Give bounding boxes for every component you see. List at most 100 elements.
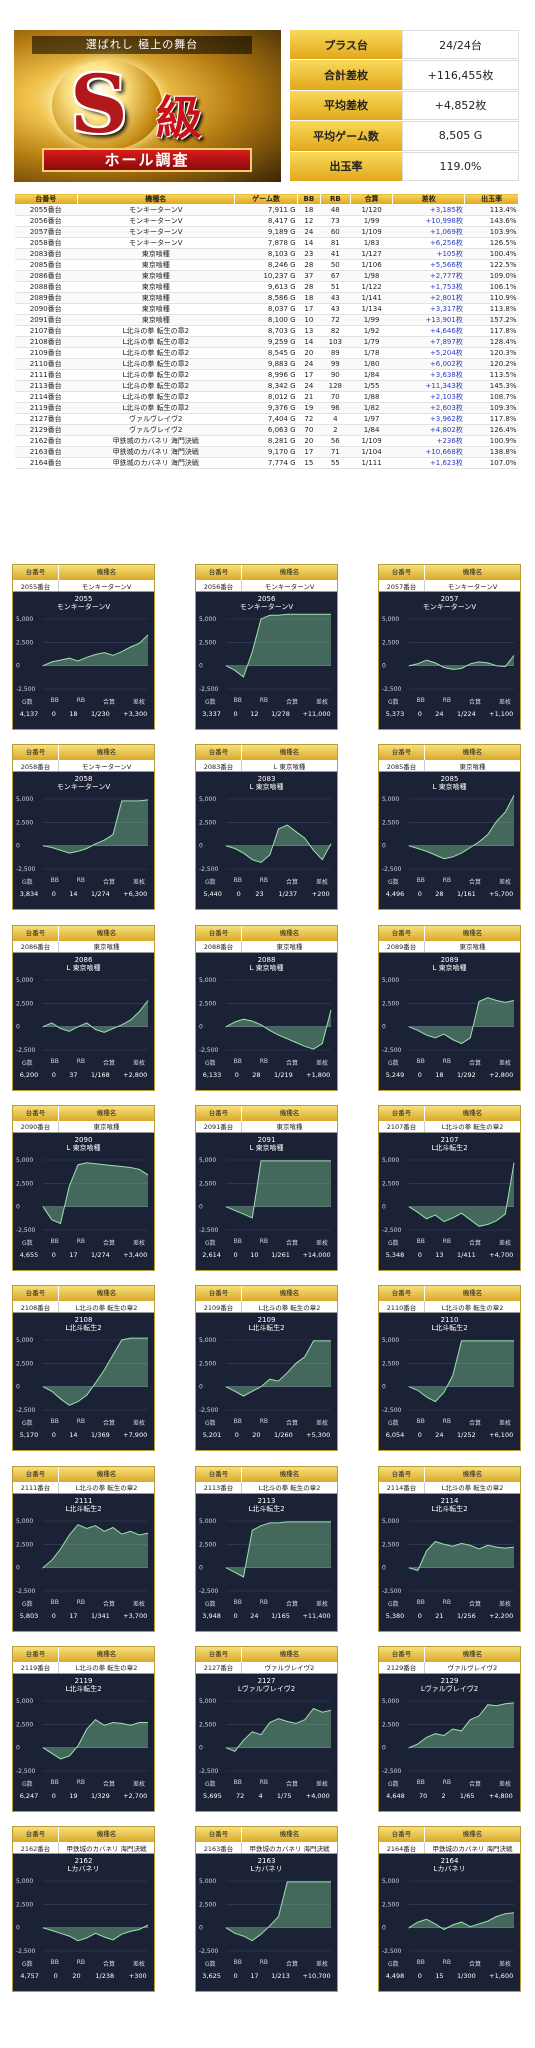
table-row[interactable]: 2088番台 東京喰種 9,613 G 28 51 1/122 +1,753枚 106.1%: [14, 281, 519, 293]
graph-card[interactable]: 台番号 機種名 2107番台 L北斗の拳 転生の章2 2107 L北斗転生2 5,000 2,…: [378, 1104, 521, 1271]
stat-label-total: 合算: [469, 1059, 482, 1067]
slump-line: [42, 634, 149, 667]
graph-card[interactable]: 台番号 機種名 2055番台 モンキーターンV 2055 モンキーターンV 5,000 2,5…: [12, 564, 155, 730]
graph-card[interactable]: 台番号 機種名 2091番台 東京喰種 2091 L 東京喰種 5,000 2,500 0 -2,…: [195, 1104, 338, 1271]
table-row[interactable]: 2055番台 モンキーターンV 7,911 G 18 48 1/120 +3,185枚 113…: [14, 204, 519, 216]
card-header-unit: 台番号: [379, 1286, 425, 1302]
table-row[interactable]: 2119番台 L北斗の拳 転生の章2 9,376 G 19 96 1/82 +2,603枚 1…: [14, 402, 519, 414]
table-row[interactable]: 2089番台 東京喰種 8,586 G 18 43 1/141 +2,801枚 110.9%: [14, 292, 519, 304]
card-values: 2055番台 モンキーターンV: [13, 580, 154, 592]
graph-card[interactable]: 台番号 機種名 2114番台 L北斗の拳 転生の章2 2114 L北斗転生2 5,000 2,…: [378, 1465, 521, 1632]
table-cell: 1/55: [350, 380, 393, 392]
table-row[interactable]: 2127番台 ヴァルヴレイヴ2 7,404 G 72 4 1/97 +3,962枚 117.8…: [14, 413, 519, 425]
table-row[interactable]: 2091番台 東京喰種 8,100 G 10 72 1/99 +13,901枚 157.2%: [14, 314, 519, 326]
table-row[interactable]: 2083番台 東京喰種 8,103 G 23 41 1/127 +105枚 100.4%: [14, 248, 519, 260]
stat-label-total: 合算: [286, 699, 299, 706]
table-row[interactable]: 2056番台 モンキーターンV 8,417 G 12 73 1/99 +10,998枚 143…: [14, 215, 519, 227]
table-cell: 甲鉄城のカバネリ 海門決戦: [77, 435, 235, 447]
graph-card[interactable]: 台番号 機種名 2090番台 東京喰種 2090 L 東京喰種 5,000 2,500 0 -2,…: [12, 1104, 155, 1271]
table-cell: 72: [320, 314, 351, 326]
slump-graph: 5,000 2,500 0 -2,500: [199, 1337, 331, 1414]
y-tick-label: -2,500: [382, 1407, 402, 1414]
table-cell: 117.8%: [464, 325, 519, 337]
table-row[interactable]: 2129番台 ヴァルヴレイヴ2 6,063 G 70 2 1/84 +4,802枚 126.4…: [14, 424, 519, 436]
slump-line: [225, 613, 331, 678]
table-cell: +105枚: [392, 248, 465, 260]
table-cell: 12: [297, 215, 321, 227]
table-row[interactable]: 2110番台 L北斗の拳 転生の章2 9,883 G 24 99 1/80 +6,002枚 1…: [14, 358, 519, 370]
graph-card[interactable]: 台番号 機種名 2057番台 モンキーターンV 2057 モンキーターンV 5,000 2,5…: [378, 564, 521, 730]
stat-value: +4,852枚: [402, 90, 519, 121]
y-tick-label: 2,500: [16, 1361, 33, 1368]
graph-card[interactable]: 台番号 機種名 2089番台 東京喰種 2089 L 東京喰種 5,000 2,500 0 -2,…: [378, 924, 521, 1091]
table-row[interactable]: 2163番台 甲鉄城のカバネリ 海門決戦 9,170 G 17 71 1/104 +10,6…: [14, 446, 519, 458]
stat-label-diff: 差枚: [315, 879, 328, 887]
graph-name: L北斗転生2: [431, 1324, 468, 1333]
table-cell: 2055番台: [14, 204, 78, 216]
table-row[interactable]: 2057番台 モンキーターンV 9,189 G 24 60 1/109 +1,069枚 103…: [14, 226, 519, 238]
table-row[interactable]: 2058番台 モンキーターンV 7,878 G 14 81 1/83 +6,256枚 126.…: [14, 237, 519, 249]
stat-value-bb: 0: [51, 1250, 56, 1259]
card-values: 2083番台 L 東京喰種: [196, 760, 337, 773]
graph-stat-values: 3,625 0 17 1/213 +10,700: [196, 1972, 337, 1980]
graph-card[interactable]: 台番号 機種名 2110番台 L北斗の拳 転生の章2 2110 L北斗転生2 5,000 2,…: [378, 1285, 521, 1452]
table-row[interactable]: 2114番台 L北斗の拳 転生の章2 8,012 G 21 70 1/88 +2,103枚 1…: [14, 391, 519, 403]
y-tick-label: 0: [199, 1384, 203, 1391]
graph-card[interactable]: 台番号 機種名 2085番台 東京喰種 2085 L 東京喰種 5,000 2,500 0 -2,…: [378, 744, 521, 911]
table-row[interactable]: 2164番台 甲鉄城のカバネリ 海門決戦 7,774 G 15 55 1/111 +1,62…: [14, 457, 519, 469]
graph-name: モンキーターンV: [56, 603, 111, 611]
graph-card[interactable]: 台番号 機種名 2129番台 ヴァルヴレイヴ2 2129 Lヴァルヴレイヴ2 5,000 2,…: [378, 1645, 521, 1812]
table-row[interactable]: 2090番台 東京喰種 8,037 G 17 43 1/134 +3,317枚 113.8%: [14, 303, 519, 315]
y-tick-label: 0: [199, 1023, 203, 1030]
table-cell: 2107番台: [14, 325, 78, 337]
graph-stat-values: 5,440 0 23 1/237 +200: [196, 890, 337, 898]
card-unit: 2055番台: [13, 580, 59, 591]
graph-card[interactable]: 台番号 機種名 2088番台 東京喰種 2088 L 東京喰種 5,000 2,500 0 -2,…: [195, 924, 338, 1091]
y-tick-label: -2,500: [382, 1047, 402, 1054]
card-header-unit: 台番号: [13, 1105, 59, 1121]
table-row[interactable]: 2162番台 甲鉄城のカバネリ 海門決戦 8,281 G 20 56 1/109 +236枚…: [14, 435, 519, 447]
slump-area: [226, 614, 331, 677]
graph-card[interactable]: 台番号 機種名 2086番台 東京喰種 2086 L 東京喰種 5,000 2,500 0 -2,…: [12, 924, 155, 1091]
graph-card[interactable]: 台番号 機種名 2113番台 L北斗の拳 転生の章2 2113 L北斗転生2 5,000 2,…: [195, 1465, 338, 1632]
slump-area: [409, 997, 514, 1044]
slump-graph: 5,000 2,500 0 -2,500: [382, 1698, 515, 1775]
y-tick-label: -2,500: [199, 1768, 219, 1775]
card-header: 台番号 機種名: [196, 1466, 337, 1482]
table-cell: 8,100 G: [234, 314, 298, 326]
slump-graph: 5,000 2,500 0 -2,500: [16, 1878, 149, 1955]
card-header-model: 機種名: [96, 1108, 117, 1117]
table-row[interactable]: 2086番台 東京喰種 10,237 G 37 67 1/98 +2,777枚 109.0%: [14, 270, 519, 282]
table-row[interactable]: 2111番台 L北斗の拳 転生の章2 8,996 G 17 90 1/84 +3,638枚 1…: [14, 369, 519, 381]
graph-card[interactable]: 台番号 機種名 2109番台 L北斗の拳 転生の章2 2109 L北斗転生2 5,000 2,…: [195, 1285, 338, 1452]
graph-card[interactable]: 台番号 機種名 2162番台 甲鉄城のカバネリ 海門決戦 2162 Lカバネリ 5,000 2…: [12, 1826, 155, 1993]
graph-number: 2086: [74, 955, 93, 964]
y-tick-label: 5,000: [199, 1157, 216, 1164]
table-row[interactable]: 2108番台 L北斗の拳 転生の章2 9,259 G 14 103 1/79 +7,897枚…: [14, 336, 519, 348]
graph-card[interactable]: 台番号 機種名 2056番台 モンキーターンV 2056 モンキーターンV 5,000 2,5…: [195, 564, 338, 730]
graph-card[interactable]: 台番号 機種名 2108番台 L北斗の拳 転生の章2 2108 L北斗転生2 5,000 2,…: [12, 1285, 155, 1452]
graph-card[interactable]: 台番号 機種名 2163番台 甲鉄城のカバネリ 海門決戦 2163 Lカバネリ 5,000 2…: [195, 1826, 338, 1993]
graph-card[interactable]: 台番号 機種名 2164番台 甲鉄城のカバネリ 海門決戦 2164 Lカバネリ 5,000 2…: [378, 1826, 521, 1993]
graph-card[interactable]: 台番号 機種名 2083番台 L 東京喰種 2083 L 東京喰種 5,000 2,500 0-…: [195, 744, 338, 911]
table-row[interactable]: 2107番台 L北斗の拳 転生の章2 8,703 G 13 82 1/92 +4,646枚 1…: [14, 325, 519, 337]
slump-area: [409, 655, 514, 670]
graph-number: 2058: [74, 775, 93, 784]
graph-card[interactable]: 台番号 機種名 2111番台 L北斗の拳 転生の章2 2111 L北斗転生2 5,000 2,…: [12, 1465, 155, 1632]
table-cell: +4,802枚: [392, 424, 465, 436]
stat-value-diff: +1,800: [306, 1070, 331, 1079]
graph-stat-values: 5,348 0 13 1/411 +4,700: [379, 1251, 520, 1259]
graph-card[interactable]: 台番号 機種名 2127番台 ヴァルヴレイヴ2 2127 Lヴァルヴレイヴ2 5,000 2,…: [195, 1645, 338, 1812]
table-cell: 8,703 G: [234, 325, 298, 337]
stat-label-total: 合算: [286, 1780, 299, 1788]
stat-label-total: 合算: [469, 1780, 482, 1788]
graph-stat-labels: G数 BB RB 合算 差枚: [379, 1959, 520, 1968]
graph-number: 2107: [440, 1135, 459, 1144]
table-cell: 2110番台: [14, 358, 78, 370]
table-row[interactable]: 2113番台 L北斗の拳 転生の章2 8,342 G 24 128 1/55 +11,343…: [14, 380, 519, 392]
graph-card[interactable]: 台番号 機種名 2058番台 モンキーターンV 2058 モンキーターンV 5,000 2,5…: [12, 744, 155, 911]
graph-card[interactable]: 台番号 機種名 2119番台 L北斗の拳 転生の章2 2119 L北斗転生2 5,000 2,…: [12, 1645, 155, 1812]
table-row[interactable]: 2109番台 L北斗の拳 転生の章2 8,545 G 20 89 1/78 +5,204枚 1…: [14, 347, 519, 359]
card-unit: 2110番台: [379, 1301, 425, 1313]
table-row[interactable]: 2085番台 東京喰種 8,246 G 28 50 1/106 +5,566枚 122.5%: [14, 259, 519, 271]
